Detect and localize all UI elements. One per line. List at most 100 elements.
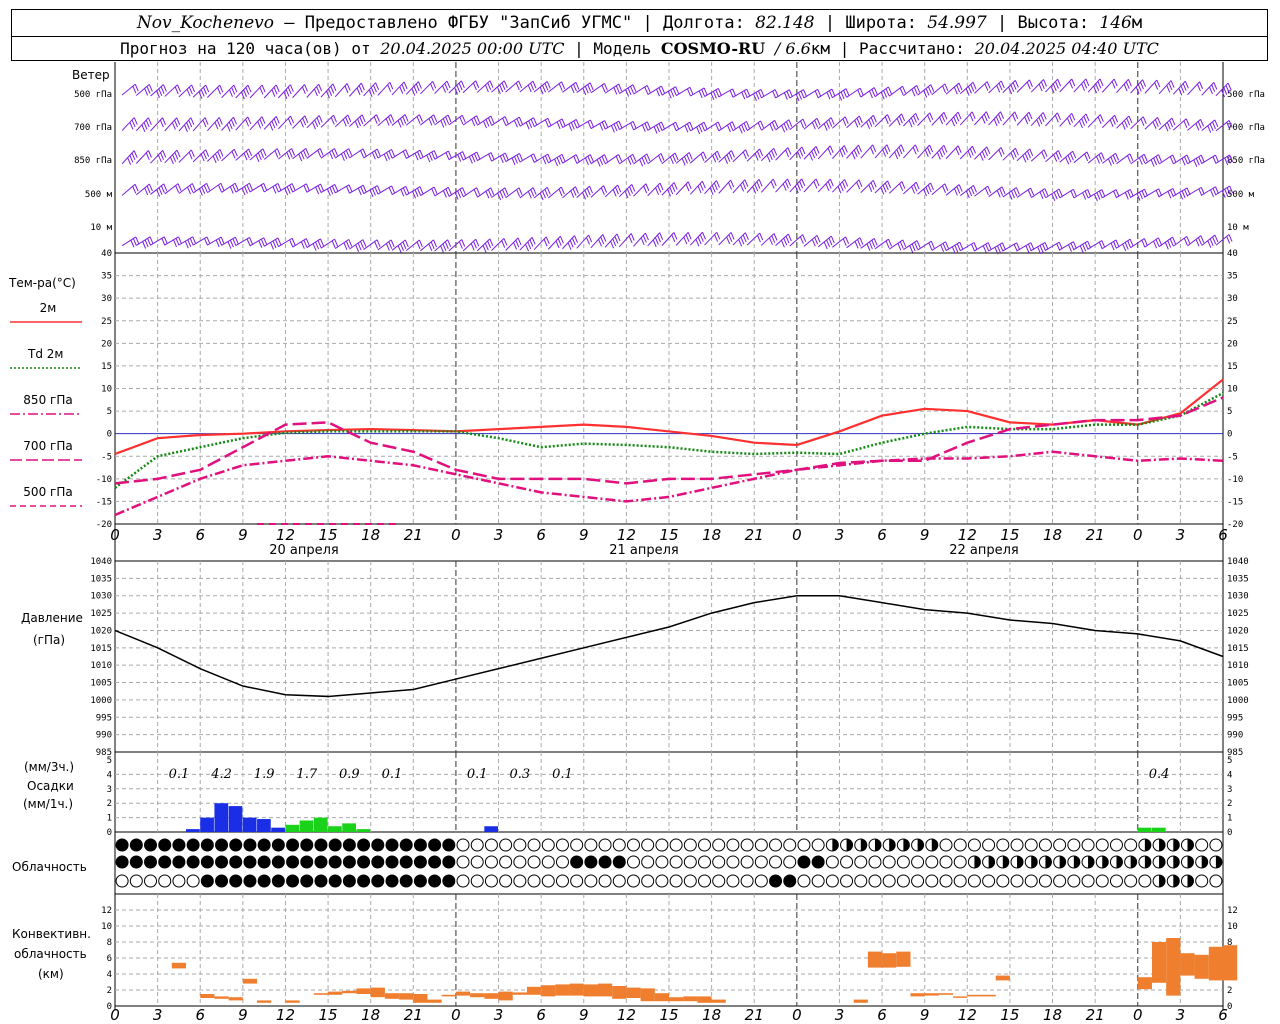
wind-barb — [1116, 153, 1134, 165]
wind-barb — [1045, 150, 1062, 163]
wind-barb — [846, 87, 864, 98]
wind-barb — [746, 178, 763, 194]
wind-level-label-left: 700 гПа — [74, 123, 112, 133]
wind-barb — [1144, 117, 1162, 130]
wind-barb — [178, 236, 197, 249]
wind-barb — [1059, 188, 1077, 199]
wind-barb — [789, 146, 806, 161]
wind-barb — [903, 85, 921, 97]
wind-barb — [1073, 113, 1090, 129]
cloud-cover-symbol — [626, 874, 640, 888]
pressure-ytick-left: 1010 — [90, 661, 112, 671]
calc-date: 20.04.2025 04:40 UTC — [974, 39, 1159, 58]
precip-sum-label: 0.1 — [467, 767, 488, 782]
temp-legend-label: Td 2м — [27, 347, 63, 361]
cloud-cover-symbol — [754, 855, 768, 869]
cloud-cover-symbol — [854, 874, 868, 888]
conv-cloud-bar — [285, 1000, 300, 1003]
time-label-temp: 3 — [835, 526, 845, 544]
wind-barb — [1158, 236, 1177, 250]
wind-barb — [221, 84, 238, 99]
wind-barb — [135, 150, 152, 164]
cloud-cover-symbol — [1095, 838, 1109, 852]
cloud-cover-symbol — [584, 855, 598, 869]
wind-barb — [618, 153, 637, 165]
conv-cloud-bar — [853, 999, 868, 1003]
cloud-cover-symbol — [754, 838, 768, 852]
wind-barb — [405, 239, 423, 251]
cloud-cover-symbol — [513, 855, 527, 869]
cloud-cover-symbol — [769, 838, 783, 852]
cloud-cover-symbol — [271, 838, 285, 852]
wind-barb — [491, 152, 509, 164]
cloud-cover-symbol — [229, 855, 243, 869]
cloud-cover-symbol — [939, 855, 953, 869]
cloud-cover-symbol — [996, 838, 1010, 852]
temp-legend-label: 850 гПа — [23, 393, 72, 407]
wind-barb — [888, 113, 906, 127]
wind-level-label-left: 850 гПа — [74, 156, 112, 166]
precip-ytick-left: 2 — [107, 799, 112, 809]
wind-barb — [391, 81, 408, 96]
wind-barb — [349, 82, 365, 97]
wind-barb — [1215, 82, 1232, 98]
cloud-cover-symbol — [484, 874, 498, 888]
cloud-cover-symbol — [499, 874, 513, 888]
cloud-cover-symbol — [158, 855, 172, 869]
wind-barb — [434, 186, 452, 198]
temp-ytick-left: 40 — [101, 249, 112, 259]
cloud-cover-symbol — [882, 855, 896, 869]
wind-barb — [789, 89, 807, 102]
cloud-cover-symbol — [967, 874, 981, 888]
cloud-cover-symbol — [982, 838, 996, 852]
wind-barb — [1087, 189, 1106, 202]
wind-barb — [1087, 114, 1104, 128]
wind-barb — [263, 237, 282, 250]
wind-barb — [150, 84, 167, 98]
wind-barb — [249, 84, 266, 99]
wind-barb — [1144, 188, 1163, 198]
wind-barb — [604, 83, 623, 95]
wind-barb — [292, 115, 309, 129]
wind-barb — [533, 81, 551, 95]
cloud-cover-symbol — [1166, 855, 1180, 869]
cloud-cover-symbol — [442, 838, 456, 852]
wind-barb — [121, 150, 138, 165]
conv-ytick-left: 0 — [107, 1002, 112, 1012]
cloud-cover-symbol — [925, 855, 939, 869]
wind-barb — [1073, 189, 1092, 200]
wind-barb — [1130, 188, 1148, 201]
wind-barb — [476, 187, 495, 199]
cloud-cover-symbol — [996, 855, 1010, 869]
precip-ytick-left: 3 — [107, 785, 112, 795]
time-label-temp: 3 — [153, 526, 163, 544]
cloud-cover-symbol — [698, 855, 712, 869]
time-label-temp: 6 — [536, 526, 546, 544]
wind-barb — [704, 121, 722, 132]
wind-title: Ветер — [72, 68, 110, 82]
forecast-date: 20.04.2025 00:00 UTC — [380, 39, 565, 58]
wind-barb — [732, 88, 751, 100]
conv-cloud-bar — [910, 993, 925, 997]
pressure-ytick-left: 1005 — [90, 679, 112, 689]
conv-cloud-bar — [612, 986, 627, 999]
cloud-cover-symbol — [1024, 855, 1038, 869]
temp-ytick-left: 20 — [101, 339, 112, 349]
wind-barb — [832, 236, 850, 248]
wind-barb — [945, 111, 962, 127]
precip-panel: (мм/3ч.) Осадки (мм/1ч.) 5 4 3 2 1 0 5 4 3 2 1 0 0… — [23, 756, 1232, 838]
wind-barb — [235, 148, 253, 161]
wind-barb — [931, 241, 949, 253]
wind-barb — [1102, 189, 1120, 199]
wind-barb — [633, 84, 651, 95]
cloud-cover-symbol — [1209, 855, 1223, 869]
wind-barb — [1073, 78, 1090, 93]
cloud-cover-symbol — [1124, 855, 1138, 869]
cloud-cover-symbol — [243, 855, 257, 869]
conv-cloud-bar — [697, 996, 712, 1003]
header-row-station: Nov_Kochenevo – Предоставлено ФГБУ "ЗапС… — [12, 10, 1267, 37]
temp-series-line — [114, 450, 1224, 517]
cloud-cover-symbol — [967, 855, 981, 869]
wind-barb — [192, 84, 210, 99]
cloud-cover-symbol — [840, 838, 854, 852]
